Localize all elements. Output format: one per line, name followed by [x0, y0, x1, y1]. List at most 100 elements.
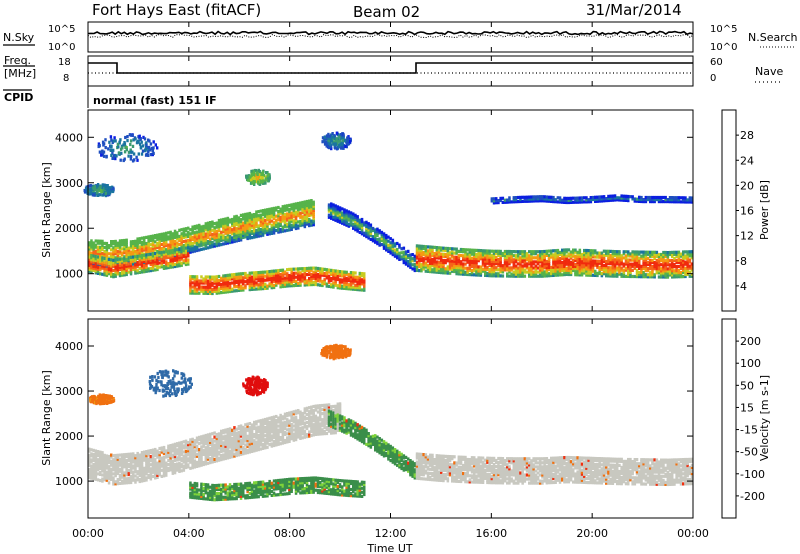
patch-top-left-cell — [128, 133, 132, 137]
descending-band-cell — [341, 213, 344, 217]
post-switch-band-cell — [583, 261, 586, 265]
low-echo-band-cell — [193, 287, 197, 291]
low-echo-band-cell — [347, 274, 351, 279]
main-lower-band-cell — [107, 270, 111, 274]
ground-scatter-band-cell — [103, 461, 106, 466]
patch-morning-far-cell — [248, 178, 251, 182]
main-upper-band-cell — [233, 233, 236, 237]
post-switch-band-cell — [587, 261, 590, 265]
post-switch-band-cell — [666, 273, 670, 277]
post-switch-band-cell — [532, 270, 535, 274]
patch-early-far-cell — [101, 193, 104, 197]
main-upper-band-cell — [292, 219, 296, 223]
main-lower-band-cell — [99, 268, 102, 272]
main-upper-band-cell — [143, 240, 146, 244]
post-switch-band-cell — [657, 265, 661, 269]
main-upper-band-cell — [286, 206, 289, 210]
far-range-band-cell — [545, 199, 549, 203]
main-lower-band-cell — [140, 264, 144, 268]
post-switch-band-cell — [587, 253, 590, 257]
low-echo-band-cell — [292, 284, 296, 288]
main-lower-band-cell — [149, 258, 153, 262]
patch-mid-high-cell — [346, 136, 349, 140]
low-echo-band-cell — [217, 283, 221, 287]
far-range-band-cell — [492, 199, 496, 203]
post-switch-band-cell — [682, 264, 685, 268]
post-switch-band-cell — [682, 252, 685, 256]
main-lower-band-cell — [114, 274, 117, 278]
patch-top-left-cell — [151, 149, 154, 153]
main-upper-band-cell — [268, 209, 271, 213]
low-echo-band-cell — [226, 273, 230, 277]
ground-scatter-band-cell — [129, 466, 133, 470]
post-switch-band-cell — [631, 254, 634, 258]
colorbar-tick-label: 8 — [740, 255, 747, 268]
descending-band-cell — [387, 245, 390, 249]
main-lower-band-cell — [160, 261, 164, 265]
main-upper-band-cell — [198, 238, 201, 242]
post-switch-band-cell — [558, 269, 562, 273]
low-echo-band-cell — [358, 284, 362, 288]
main-upper-band-cell — [303, 210, 307, 214]
post-switch-band-cell — [466, 258, 469, 262]
post-switch-band-cell — [638, 264, 641, 268]
low-echo-band-cell — [206, 283, 210, 287]
low-echo-band-cell — [200, 281, 203, 285]
low-echo-band-cell — [279, 268, 282, 272]
main-upper-band-cell — [235, 218, 238, 223]
main-upper-band-cell — [112, 246, 115, 250]
main-upper-band-cell — [305, 210, 309, 214]
post-switch-band-cell — [671, 265, 674, 269]
descending-band-cell — [360, 230, 364, 234]
main-upper-band-cell — [193, 233, 197, 237]
patch-top-left-cell — [116, 142, 120, 146]
low-echo-band-cell — [244, 276, 247, 280]
low-echo-band-cell — [270, 286, 274, 290]
post-switch-band-cell — [506, 272, 509, 276]
descending-band-cell — [389, 241, 392, 245]
post-switch-band-cell — [451, 249, 454, 253]
main-upper-band-cell — [237, 228, 241, 232]
descending-band-cell — [371, 228, 375, 233]
post-switch-band-cell — [442, 258, 445, 263]
post-switch-band-cell — [589, 271, 593, 275]
post-switch-band-cell — [655, 269, 659, 273]
descending-band-cell — [334, 206, 337, 210]
main-upper-band-cell — [162, 238, 166, 242]
main-upper-band-cell — [191, 246, 194, 250]
low-echo-band-cell — [209, 283, 212, 287]
post-switch-band-cell — [558, 273, 562, 277]
post-switch-band-cell — [675, 273, 678, 277]
far-range-band-cell — [646, 195, 650, 200]
post-switch-band-cell — [671, 273, 674, 277]
ground-scatter-band-cell — [92, 452, 95, 456]
main-lower-band-cell — [165, 252, 168, 256]
post-switch-band-cell — [455, 255, 458, 259]
post-switch-band-cell — [682, 256, 685, 260]
ground-scatter-band-cell — [145, 450, 148, 454]
post-switch-band-cell — [662, 261, 665, 265]
low-echo-band-cell — [310, 274, 313, 278]
post-switch-band-cell — [671, 254, 674, 259]
low-echo-band-cell — [301, 275, 304, 279]
post-switch-band-cell — [514, 250, 518, 254]
main-upper-band-cell — [281, 205, 285, 209]
main-lower-band-cell — [99, 257, 102, 262]
main-upper-band-cell — [211, 224, 214, 228]
far-range-band-cell — [508, 196, 511, 200]
post-switch-band-cell — [657, 275, 661, 279]
low-echo-band-cell — [228, 273, 232, 277]
low-echo-band-cell — [235, 274, 238, 278]
main-upper-band-cell — [158, 241, 161, 245]
main-upper-band-cell — [228, 236, 232, 240]
post-switch-band-cell — [420, 252, 423, 256]
post-switch-band-cell — [448, 261, 452, 265]
low-echo-band-cell — [215, 291, 219, 295]
main-lower-band-cell — [184, 250, 188, 254]
main-lower-band-cell — [101, 258, 104, 262]
post-switch-band-cell — [534, 252, 538, 256]
far-range-band-cell — [633, 199, 637, 203]
post-switch-band-cell — [644, 264, 648, 269]
far-range-band-cell — [501, 200, 505, 204]
